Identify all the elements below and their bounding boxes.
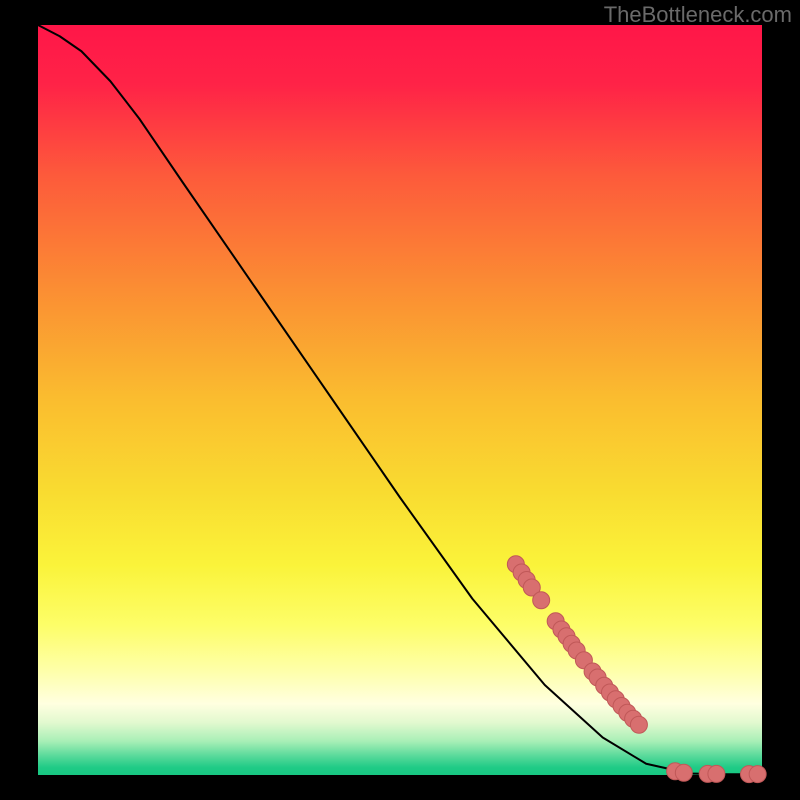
watermark-text: TheBottleneck.com — [604, 2, 792, 28]
chart-container: TheBottleneck.com — [0, 0, 800, 800]
heatmap-chart — [0, 0, 800, 800]
